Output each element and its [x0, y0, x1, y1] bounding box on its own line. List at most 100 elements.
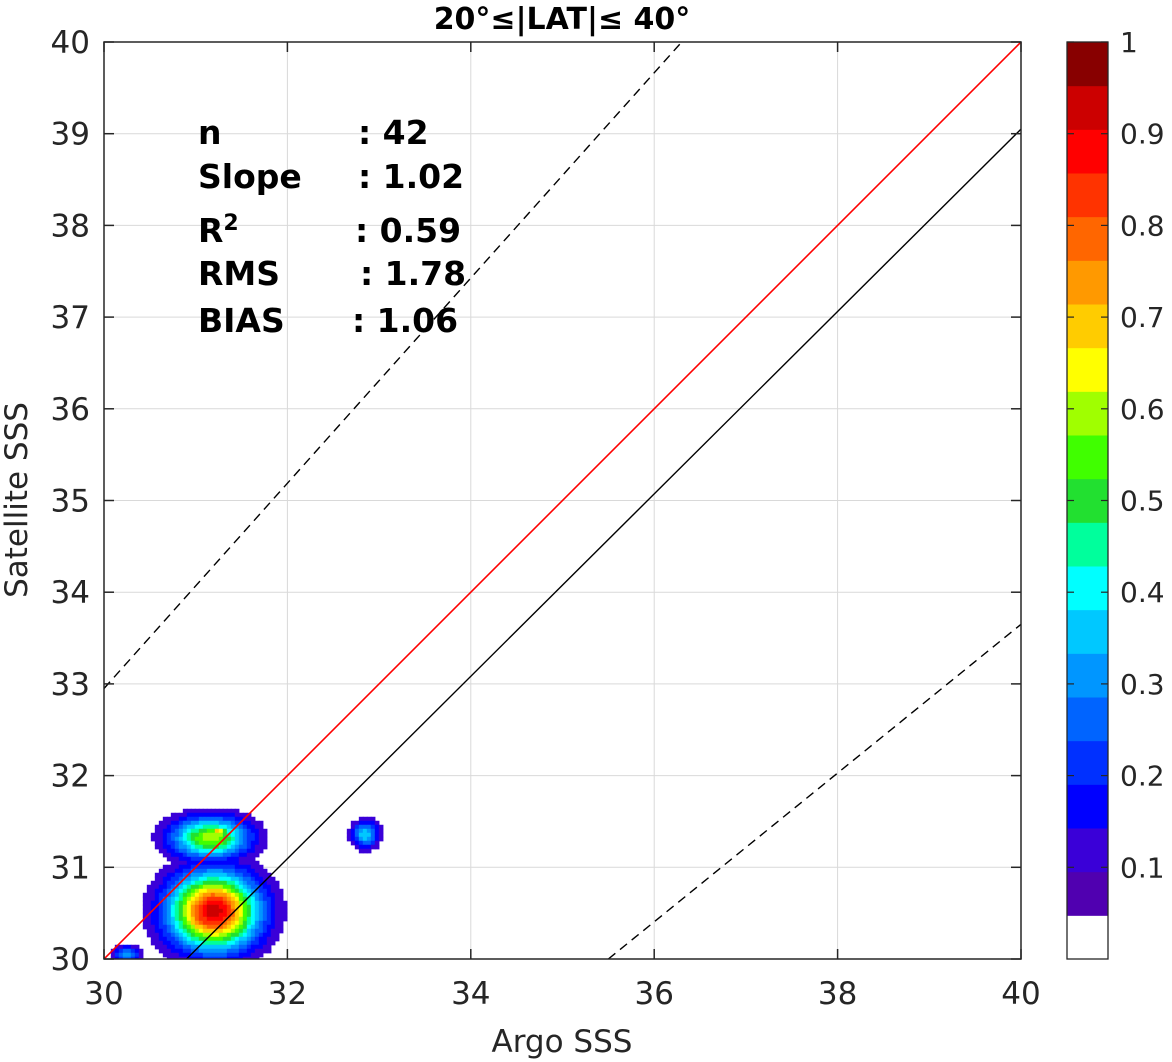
- density-cell: [174, 920, 180, 926]
- density-cell: [206, 904, 212, 910]
- density-cell: [214, 896, 220, 902]
- density-cell: [218, 872, 224, 878]
- density-cell: [214, 820, 220, 826]
- density-cell: [150, 832, 156, 838]
- density-cell: [122, 948, 128, 954]
- density-cell: [226, 836, 232, 842]
- density-cell: [234, 860, 240, 866]
- density-cell: [170, 908, 176, 914]
- density-cell: [230, 924, 236, 930]
- density-cell: [218, 840, 224, 846]
- density-cell: [250, 852, 256, 858]
- density-cell: [210, 888, 216, 894]
- density-cell: [230, 808, 236, 814]
- density-cell: [146, 888, 152, 894]
- density-cell: [210, 880, 216, 886]
- density-cell: [210, 928, 216, 934]
- density-cell: [242, 888, 248, 894]
- density-cell: [162, 832, 168, 838]
- density-cell: [194, 948, 200, 954]
- density-cell: [158, 904, 164, 910]
- density-cell: [158, 900, 164, 906]
- density-cell: [206, 832, 212, 838]
- density-cell: [202, 852, 208, 858]
- density-cell: [282, 900, 288, 906]
- density-cell: [206, 852, 212, 858]
- density-cell: [182, 924, 188, 930]
- density-cell: [182, 884, 188, 890]
- density-cell: [170, 816, 176, 822]
- density-cell: [202, 956, 208, 959]
- density-cell: [374, 824, 380, 830]
- density-cell: [154, 880, 160, 886]
- density-cell: [146, 920, 152, 926]
- density-cell: [266, 904, 272, 910]
- density-cell: [166, 928, 172, 934]
- density-cell: [274, 912, 280, 918]
- density-cell: [206, 872, 212, 878]
- density-cell: [123, 961, 128, 966]
- density-cell: [218, 868, 224, 874]
- density-cell: [238, 952, 244, 958]
- density-cell: [374, 828, 380, 834]
- density-cell: [210, 940, 216, 946]
- density-cell: [246, 840, 252, 846]
- density-cell: [266, 872, 272, 878]
- colorbar-segment: [1067, 697, 1108, 742]
- density-cell: [350, 824, 356, 830]
- density-cell: [222, 920, 228, 926]
- density-cell: [190, 920, 196, 926]
- density-cell: [154, 832, 160, 838]
- density-cell: [198, 872, 204, 878]
- density-cell: [190, 832, 196, 838]
- density-cell: [202, 952, 208, 958]
- density-cell: [230, 956, 236, 959]
- density-cell: [230, 904, 236, 910]
- density-cell: [158, 844, 164, 850]
- density-cell: [162, 936, 168, 942]
- density-cell: [206, 920, 212, 926]
- density-cell: [166, 876, 172, 882]
- density-cell: [254, 848, 260, 854]
- density-cell: [162, 928, 168, 934]
- density-cell: [170, 928, 176, 934]
- density-cell: [262, 940, 268, 946]
- density-cell: [274, 932, 280, 938]
- density-cell: [174, 844, 180, 850]
- density-cell: [230, 916, 236, 922]
- density-cell: [198, 820, 204, 826]
- density-cell: [162, 872, 168, 878]
- density-cell: [142, 908, 148, 914]
- density-cell: [234, 888, 240, 894]
- density-cell: [199, 965, 204, 970]
- density-cell: [198, 904, 204, 910]
- density-cell: [150, 896, 156, 902]
- density-cell: [246, 868, 252, 874]
- density-cell: [114, 952, 120, 958]
- density-cell: [234, 864, 240, 870]
- density-cell: [174, 848, 180, 854]
- density-cell: [198, 828, 204, 834]
- density-cell: [258, 896, 264, 902]
- density-cell: [362, 836, 368, 842]
- density-cell: [206, 816, 212, 822]
- density-cell: [222, 916, 228, 922]
- density-cell: [186, 888, 192, 894]
- density-cell: [270, 900, 276, 906]
- density-cell: [214, 892, 220, 898]
- density-cell: [278, 920, 284, 926]
- density-cell: [258, 924, 264, 930]
- density-cell: [186, 848, 192, 854]
- density-cell: [182, 812, 188, 818]
- density-cell: [178, 868, 184, 874]
- density-cell: [262, 920, 268, 926]
- density-cell: [222, 880, 228, 886]
- density-cell: [222, 876, 228, 882]
- density-cell: [270, 896, 276, 902]
- density-cell: [246, 904, 252, 910]
- density-cell: [250, 936, 256, 942]
- density-cell: [214, 904, 220, 910]
- density-cell: [214, 868, 220, 874]
- density-cell: [182, 860, 188, 866]
- density-cell: [110, 952, 116, 958]
